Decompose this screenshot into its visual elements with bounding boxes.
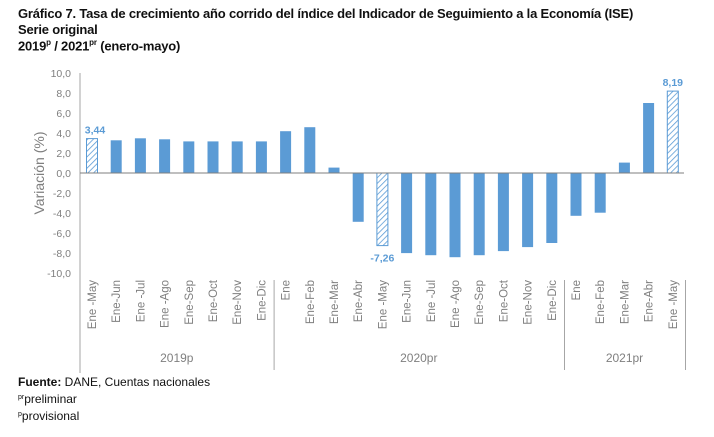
bar-10 [328,167,340,173]
bar-0 [86,138,98,174]
bar-13 [401,173,413,254]
bar-2 [134,138,146,173]
x-tick-label: Ene-Feb [305,280,317,324]
note1-text: preliminar [24,392,77,406]
period-end: / 2021 [50,38,90,54]
x-tick-label: Ene-Oct [498,279,510,322]
y-tick-label: 8,0 [56,88,71,100]
x-tick-label: Ene [281,280,293,300]
note-preliminar: prpreliminar [18,392,77,406]
y-tick-label: -6,0 [53,228,71,240]
note1-sup: pr [18,394,25,401]
x-tick-label: Ene-Mar [619,280,631,324]
x-tick-label: Ene-Sep [474,280,486,325]
x-tick-label: Ene-Feb [595,280,607,324]
x-tick-label: Ene-Abr [644,280,656,322]
bar-21 [594,173,606,213]
bar-12 [376,172,389,247]
chart-title: Gráfico 7. Tasa de crecimiento año corri… [18,6,634,21]
bar-1 [110,140,122,173]
bar-7 [255,141,267,173]
note2-sup: p [18,411,22,418]
data-label: 8,19 [663,77,684,89]
x-tick-label: Ene -Ago [160,280,172,328]
bar-20 [570,173,582,216]
period-start: 2019 [18,38,47,54]
bar-4 [183,141,195,173]
y-tick-label: 4,0 [56,128,71,140]
x-tick-label: Ene -May [668,280,680,329]
bar-6 [231,141,243,173]
group-label: 2019p [160,351,194,365]
x-tick-label: Ene-Sep [184,280,196,325]
y-tick-label: 0,0 [56,168,71,180]
bar-16 [473,173,485,256]
data-label: 3,44 [85,125,106,137]
y-tick-label: -4,0 [53,208,71,220]
x-tick-label: Ene [571,280,583,300]
x-tick-label: Ene-Mar [329,280,341,324]
y-tick-label: -2,0 [53,188,71,200]
bar-19 [546,173,558,243]
source-label: Fuente: [18,375,62,389]
bar-15 [449,173,461,258]
bar-22 [618,162,630,173]
x-tick-label: Ene-Abr [353,280,365,322]
source-note: Fuente: DANE, Cuentas nacionales [18,375,210,389]
x-tick-label: Ene-Oct [208,279,220,322]
period-note: (enero-mayo) [96,38,181,54]
x-tick-label: Ene -May [87,280,99,329]
bar-9 [304,127,316,173]
x-tick-label: Ene-Dic [256,280,268,321]
bar-14 [425,173,437,256]
bar-11 [352,173,364,222]
data-label: -7,26 [370,253,394,265]
period-end-sup: pr [89,38,97,47]
chart-period: 2019p / 2021pr (enero-mayo) [18,38,180,53]
group-label: 2020pr [400,351,437,365]
y-tick-label: 2,0 [56,148,71,160]
bar-8 [280,131,292,173]
chart-subtitle: Serie original [18,22,98,37]
note-provisional: pprovisional [18,409,79,423]
bar-24 [666,90,679,174]
x-tick-label: Ene -Ago [450,280,462,328]
bar-18 [522,173,534,248]
x-tick-label: Ene -Jul [426,280,438,322]
source-text: DANE, Cuentas nacionales [61,375,211,389]
group-label: 2021pr [606,351,643,365]
period-start-sup: p [46,38,51,47]
bar-23 [643,103,655,173]
bar-17 [497,173,509,252]
x-tick-label: Ene-Jun [111,280,123,323]
y-tick-label: 6,0 [56,108,71,120]
y-tick-label: -8,0 [53,248,71,260]
x-tick-label: Ene-Dic [547,280,559,321]
x-tick-label: Ene-Nov [232,280,244,325]
x-tick-label: Ene -May [377,280,389,329]
x-tick-label: Ene-Nov [523,280,535,325]
y-tick-label: 10,0 [51,68,72,80]
bar-5 [207,141,219,173]
y-tick-label: -10,0 [47,268,71,280]
note2-text: provisional [21,409,80,423]
x-tick-label: Ene-Jun [402,280,414,323]
bar-3 [159,139,171,173]
y-axis-label: Variación (%) [31,132,47,215]
x-tick-label: Ene -Jul [135,280,147,322]
